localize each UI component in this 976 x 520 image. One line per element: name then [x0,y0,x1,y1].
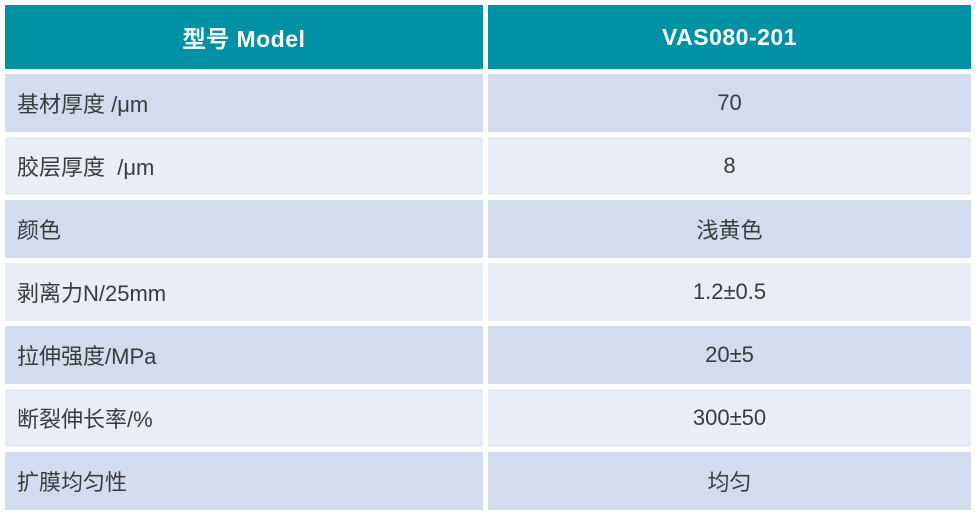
header-row: 型号 Model VAS080-201 [5,5,971,69]
model-value-header-cell: VAS080-201 [488,5,971,69]
spec-label-tensile-strength: 拉伸强度/MPa [5,326,483,384]
table-row: 胶层厚度 /μm 8 [5,137,971,195]
table-row: 拉伸强度/MPa 20±5 [5,326,971,384]
spec-value-adhesive-thickness: 8 [488,137,971,195]
spec-label-peel-force: 剥离力N/25mm [5,263,483,321]
spec-value-substrate-thickness: 70 [488,74,971,132]
model-header-cell: 型号 Model [5,5,483,69]
spec-label-elongation: 断裂伸长率/% [5,389,483,447]
table-row: 剥离力N/25mm 1.2±0.5 [5,263,971,321]
spec-value-elongation: 300±50 [488,389,971,447]
spec-label-adhesive-thickness: 胶层厚度 /μm [5,137,483,195]
spec-label-color: 颜色 [5,200,483,258]
table-row: 扩膜均匀性 均匀 [5,452,971,510]
spec-table-header: 型号 Model VAS080-201 [5,5,971,69]
table-row: 断裂伸长率/% 300±50 [5,389,971,447]
spec-table-body: 基材厚度 /μm 70 胶层厚度 /μm 8 颜色 浅黄色 剥离力N/25mm … [5,74,971,510]
table-row: 颜色 浅黄色 [5,200,971,258]
spec-label-substrate-thickness: 基材厚度 /μm [5,74,483,132]
spec-value-peel-force: 1.2±0.5 [488,263,971,321]
spec-value-tensile-strength: 20±5 [488,326,971,384]
spec-value-color: 浅黄色 [488,200,971,258]
spec-value-film-uniformity: 均匀 [488,452,971,510]
table-row: 基材厚度 /μm 70 [5,74,971,132]
spec-label-film-uniformity: 扩膜均匀性 [5,452,483,510]
